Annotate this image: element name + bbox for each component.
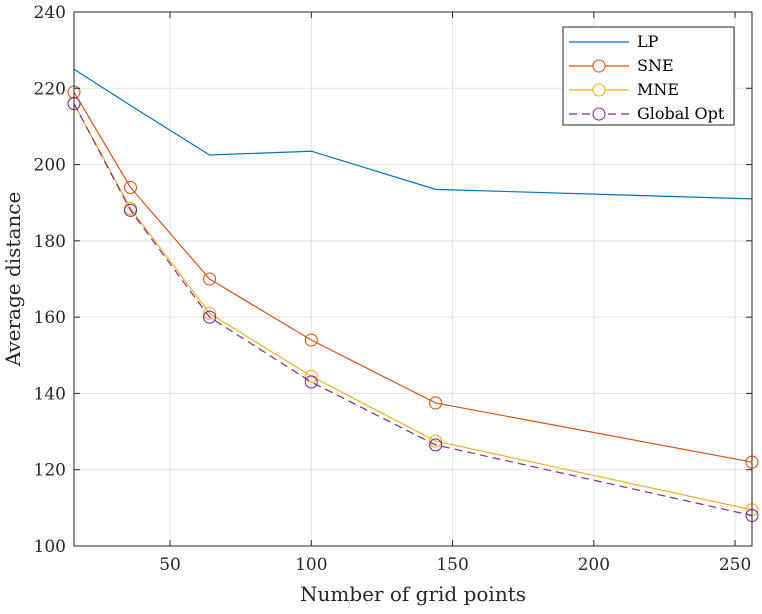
y-tick-label: 100 — [34, 537, 66, 557]
legend-marker-global-opt — [593, 108, 605, 120]
legend-label-mne: MNE — [637, 80, 679, 99]
legend-marker-mne — [593, 84, 605, 96]
y-tick-label: 120 — [34, 461, 66, 481]
series-mne — [68, 98, 758, 516]
series-line-global-opt — [74, 104, 752, 516]
x-tick-label: 50 — [159, 555, 181, 575]
legend-label-lp: LP — [637, 32, 659, 51]
x-tick-label: 150 — [436, 555, 468, 575]
y-axis-title: Average distance — [1, 192, 25, 368]
series-line-sne — [74, 92, 752, 462]
y-tick-label: 200 — [34, 156, 66, 176]
legend-label-sne: SNE — [637, 56, 674, 75]
legend: LP SNE MNE Global Opt — [563, 27, 734, 125]
x-tick-label: 100 — [295, 555, 327, 575]
y-tick-label: 240 — [34, 3, 66, 23]
y-tick-label: 160 — [34, 308, 66, 328]
series-sne — [68, 86, 758, 468]
series-global-opt — [68, 98, 758, 522]
x-tick-label: 200 — [578, 555, 610, 575]
legend-marker-sne — [593, 60, 605, 72]
y-tick-label: 140 — [34, 384, 66, 404]
y-tick-label: 180 — [34, 232, 66, 252]
x-axis-title: Number of grid points — [300, 582, 526, 606]
series-lines — [68, 69, 758, 521]
x-tick-label: 250 — [719, 555, 751, 575]
legend-label-global-opt: Global Opt — [637, 104, 725, 123]
y-tick-label: 220 — [34, 79, 66, 99]
